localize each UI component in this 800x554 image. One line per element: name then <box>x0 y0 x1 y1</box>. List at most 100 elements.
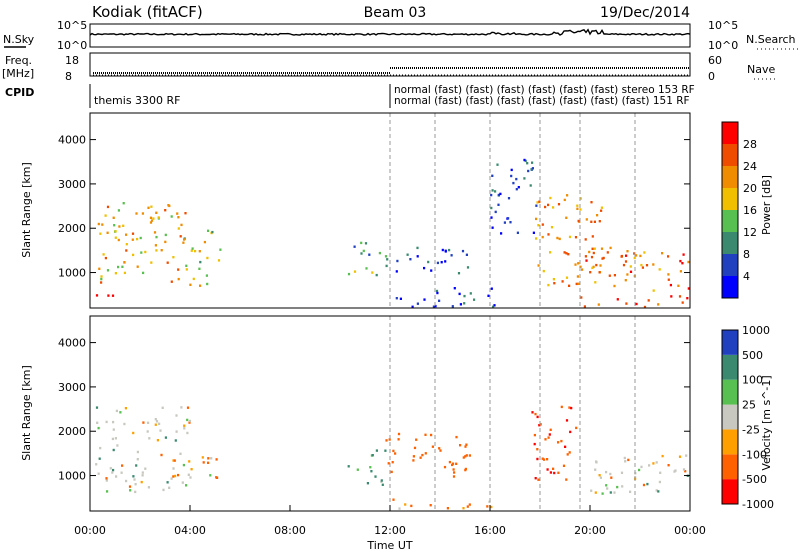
scatter-cell <box>529 184 532 187</box>
scatter-cell <box>154 423 157 426</box>
scatter-cell <box>366 482 369 485</box>
scatter-cell <box>444 249 447 252</box>
scatter-cell <box>152 217 155 220</box>
scatter-cell <box>375 449 378 452</box>
scatter-cell <box>562 464 566 467</box>
scatter-cell <box>438 447 441 450</box>
power-colorbar-label: Power [dB] <box>760 175 773 235</box>
scatter-cell <box>588 250 591 254</box>
scatter-cell <box>584 238 587 241</box>
scatter-cell <box>601 492 604 495</box>
scatter-cell <box>583 305 586 308</box>
scatter-cell <box>95 406 99 409</box>
scatter-cell <box>658 480 661 484</box>
scatter-cell <box>106 269 110 272</box>
scatter-cell <box>198 267 201 270</box>
scatter-cell <box>150 205 153 208</box>
scatter-cell <box>507 197 511 200</box>
scatter-cell <box>490 287 493 290</box>
scatter-cell <box>531 161 534 164</box>
scatter-cell <box>142 271 145 275</box>
cpid-label: CPID <box>5 86 34 99</box>
nsearch-tick-top: 10^5 <box>708 19 738 32</box>
scatter-cell <box>155 211 158 214</box>
scatter-cell <box>122 224 125 227</box>
scatter-cell <box>667 273 670 276</box>
scatter-cell <box>609 472 612 476</box>
scatter-cell <box>463 302 466 305</box>
scatter-cell <box>625 302 628 305</box>
scatter-cell <box>166 261 169 264</box>
scatter-cell <box>552 206 555 209</box>
scatter-cell <box>533 433 536 437</box>
scatter-cell <box>566 453 569 456</box>
scatter-cell <box>446 507 449 510</box>
scatter-cell <box>174 474 177 478</box>
scatter-cell <box>157 216 160 219</box>
scatter-cell <box>147 206 150 209</box>
x-tick-label: 04:00 <box>174 524 206 537</box>
scatter-cell <box>580 296 583 299</box>
scatter-cell <box>387 462 390 465</box>
scatter-cell <box>172 256 175 259</box>
scatter-cell <box>112 428 115 431</box>
colorbar-swatch <box>722 379 738 405</box>
scatter-cell <box>132 475 135 478</box>
scatter-cell <box>677 284 680 287</box>
scatter-cell <box>645 264 649 267</box>
scatter-cell <box>579 265 582 268</box>
scatter-cell <box>190 468 193 471</box>
scatter-cell <box>131 238 134 241</box>
scatter-cell <box>159 429 162 432</box>
scatter-cell <box>452 468 455 471</box>
scatter-cell <box>547 283 550 287</box>
scatter-cell <box>455 462 458 465</box>
scatter-cell <box>565 276 569 279</box>
scatter-cell <box>687 260 690 264</box>
scatter-cell <box>106 490 109 493</box>
colorbar-tick-label: 25 <box>742 399 756 412</box>
scatter-cell <box>116 444 119 447</box>
colorbar-swatch <box>722 144 738 166</box>
scatter-cell <box>635 302 638 306</box>
scatter-cell <box>409 258 412 261</box>
y-tick-label: 4000 <box>58 134 86 147</box>
scatter-cell <box>121 464 124 467</box>
scatter-cell <box>459 444 462 447</box>
colorbar-tick-label: -25 <box>742 423 760 436</box>
scatter-cell <box>404 503 407 506</box>
scatter-cell <box>141 212 144 215</box>
scatter-cell <box>128 485 132 488</box>
scatter-cell <box>136 237 139 241</box>
scatter-cell <box>560 405 563 409</box>
x-tick-label: 12:00 <box>374 524 406 537</box>
scatter-cell <box>557 203 561 206</box>
cpid-seg-top: normal (fast) (fast) (fast) (fast) (fast… <box>394 84 695 96</box>
scatter-cell <box>129 489 132 492</box>
scatter-cell <box>190 249 193 252</box>
scatter-cell <box>175 414 178 417</box>
scatter-cell <box>609 246 612 250</box>
scatter-cell <box>599 264 602 267</box>
scatter-cell <box>347 272 351 276</box>
scatter-cell <box>624 260 628 263</box>
scatter-cell <box>392 498 395 501</box>
scatter-cell <box>465 454 468 457</box>
y-tick-label: 1000 <box>58 470 86 483</box>
scatter-cell <box>599 476 602 479</box>
scatter-cell <box>207 461 210 464</box>
scatter-cell <box>592 251 595 255</box>
scatter-cell <box>155 249 158 252</box>
scatter-cell <box>577 219 580 223</box>
scatter-cell <box>164 233 167 237</box>
scatter-cell <box>133 478 136 481</box>
scatter-cell <box>590 220 593 223</box>
scatter-cell <box>537 224 540 227</box>
nsky-tick-bottom: 10^0 <box>57 39 87 52</box>
scatter-cell <box>135 464 138 467</box>
scatter-cell <box>581 268 584 271</box>
scatter-cell <box>655 461 658 464</box>
scatter-cell <box>499 192 502 196</box>
scatter-cell <box>646 482 649 486</box>
colorbar-tick-label: -500 <box>742 473 767 486</box>
